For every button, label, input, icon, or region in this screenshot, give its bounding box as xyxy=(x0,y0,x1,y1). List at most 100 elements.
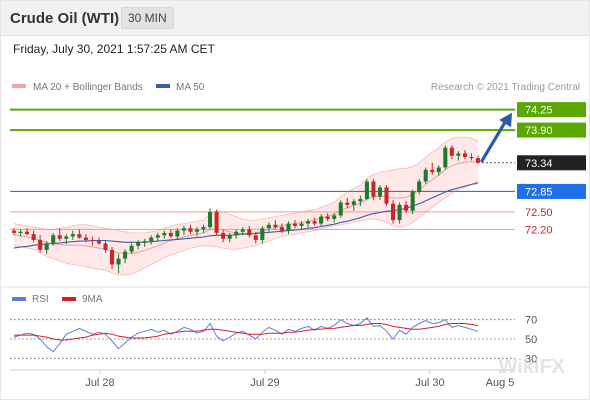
candle-body xyxy=(70,234,75,237)
resistance-label-2-value: 73.90 xyxy=(525,125,553,137)
candle-15 xyxy=(103,239,108,253)
bollinger-legend-label: MA 20 + Bollinger Bands xyxy=(33,82,143,93)
candle-12 xyxy=(83,234,88,243)
chart-legend: MA 20 + Bollinger Bands MA 50 Research ©… xyxy=(12,82,580,93)
rsi-tick-50: 50 xyxy=(525,334,537,346)
ma50-legend-label: MA 50 xyxy=(176,82,205,93)
candle-body xyxy=(77,234,82,238)
price-levels xyxy=(10,108,515,230)
support-label-1-bg xyxy=(517,183,586,199)
candle-14 xyxy=(96,237,101,245)
candle-body xyxy=(247,229,252,236)
bollinger-legend-swatch xyxy=(12,84,26,88)
candle-5 xyxy=(38,235,43,253)
candle-21 xyxy=(142,238,147,247)
candle-11 xyxy=(77,229,82,239)
candle-33 xyxy=(221,229,226,243)
candle-31 xyxy=(208,208,213,230)
candle-60 xyxy=(397,202,402,224)
candle-body xyxy=(57,235,62,239)
candle-51 xyxy=(338,200,343,218)
candle-24 xyxy=(162,230,167,239)
candle-29 xyxy=(194,227,200,237)
candle-67 xyxy=(443,145,448,170)
minor-support-label-1: 72.50 xyxy=(525,207,553,219)
candle-body xyxy=(25,231,30,235)
header-bar: Crude Oil (WTI) 30 MIN xyxy=(0,0,590,36)
candle-body xyxy=(358,199,363,202)
candle-body xyxy=(351,201,356,205)
timeframe-badge[interactable]: 30 MIN xyxy=(121,7,174,29)
candle-22 xyxy=(149,235,154,245)
rsi-line xyxy=(13,316,479,353)
candle-body xyxy=(436,167,441,173)
candle-body xyxy=(129,245,134,252)
target-arrow-shaft xyxy=(480,119,508,163)
resistance-label-2: 73.90 xyxy=(517,122,586,138)
candle-body xyxy=(391,203,396,221)
candle-body xyxy=(279,227,284,231)
candle-body xyxy=(38,239,43,250)
candle-body xyxy=(221,232,226,239)
candle-69 xyxy=(456,151,461,161)
candle-68 xyxy=(449,145,454,160)
candle-body xyxy=(201,227,206,230)
candle-6 xyxy=(44,241,49,254)
rsi-legend: RSI 9MA xyxy=(12,294,103,305)
candle-56 xyxy=(371,179,376,201)
resistance-label-1-value: 74.25 xyxy=(525,105,553,117)
support-label-1: 72.85 xyxy=(517,183,586,199)
candle-37 xyxy=(247,225,252,238)
candle-25 xyxy=(168,229,173,238)
candle-72 xyxy=(475,155,481,164)
minor-support-label-2-value: 72.20 xyxy=(525,224,553,236)
candle-44 xyxy=(292,220,298,229)
candle-8 xyxy=(57,228,62,242)
candle-body xyxy=(116,258,121,265)
candle-23 xyxy=(155,232,160,242)
candle-body xyxy=(90,239,95,242)
candle-body xyxy=(31,234,36,240)
rsi-ma-legend-label: 9MA xyxy=(82,294,103,305)
candle-body xyxy=(371,181,376,197)
minor-support-label-2: 72.20 xyxy=(525,224,553,236)
candle-17 xyxy=(116,253,121,274)
resistance-label-1: 74.25 xyxy=(517,102,586,118)
candle-45 xyxy=(299,221,304,230)
candle-body xyxy=(208,211,213,228)
rsi-tick-70: 70 xyxy=(525,315,537,327)
candle-body xyxy=(345,202,350,205)
candle-46 xyxy=(306,218,311,228)
support-label-1-value: 72.85 xyxy=(525,186,553,198)
candle-body xyxy=(384,187,389,204)
rsi-legend-label: RSI xyxy=(32,294,49,305)
candle-body xyxy=(364,181,369,200)
candle-body xyxy=(456,153,461,156)
minor-support-label-1-value: 72.50 xyxy=(525,207,553,219)
candle-71 xyxy=(469,153,474,161)
candle-body xyxy=(142,241,147,243)
candle-58 xyxy=(384,185,389,207)
watermark-text: WikiFX xyxy=(499,356,566,378)
candle-42 xyxy=(279,223,284,233)
candle-47 xyxy=(312,217,317,226)
candle-27 xyxy=(181,225,186,236)
candle-body xyxy=(110,249,115,265)
candle-body xyxy=(299,223,304,226)
candle-39 xyxy=(260,225,265,244)
candle-body xyxy=(11,230,17,233)
candle-body xyxy=(449,147,454,156)
candle-body xyxy=(377,187,382,197)
candlesticks xyxy=(11,145,481,274)
candle-body xyxy=(18,231,23,233)
candle-body xyxy=(286,223,291,231)
candle-48 xyxy=(319,214,324,226)
candle-18 xyxy=(123,249,128,264)
candle-20 xyxy=(136,239,141,250)
bollinger-upper-line xyxy=(13,136,479,234)
candle-41 xyxy=(273,220,278,230)
candle-50 xyxy=(332,213,337,223)
candle-34 xyxy=(227,232,232,243)
candle-body xyxy=(103,243,108,250)
last-price-label-bg xyxy=(517,155,586,171)
